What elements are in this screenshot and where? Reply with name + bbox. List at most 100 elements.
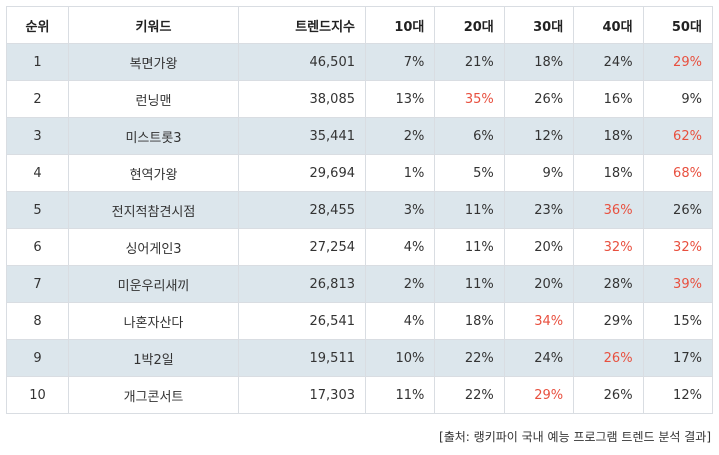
table-row: 6 싱어게인3 27,254 4% 11% 20% 32% 32%: [6, 228, 713, 266]
header-20s: 20대: [434, 6, 505, 44]
cell-40s: 26%: [573, 339, 644, 377]
cell-trend-index: 26,541: [238, 302, 366, 340]
cell-keyword: 미운우리새끼: [68, 265, 239, 303]
cell-30s: 12%: [503, 117, 575, 155]
table-row: 7 미운우리새끼 26,813 2% 11% 20% 28% 39%: [6, 265, 713, 303]
cell-30s: 20%: [503, 265, 575, 303]
cell-rank: 8: [6, 302, 69, 340]
cell-rank: 6: [6, 228, 69, 266]
table-row: 1 복면가왕 46,501 7% 21% 18% 24% 29%: [6, 43, 713, 81]
cell-rank: 10: [6, 376, 69, 414]
cell-50s: 68%: [642, 154, 713, 192]
cell-10s: 4%: [364, 302, 436, 340]
cell-40s: 28%: [573, 265, 644, 303]
cell-keyword: 전지적참견시점: [68, 191, 239, 229]
cell-40s: 32%: [573, 228, 644, 266]
header-keyword: 키워드: [68, 6, 239, 44]
cell-20s: 22%: [434, 376, 505, 414]
cell-10s: 2%: [364, 265, 436, 303]
cell-30s: 20%: [503, 228, 575, 266]
cell-50s: 62%: [642, 117, 713, 155]
table-row: 4 현역가왕 29,694 1% 5% 9% 18% 68%: [6, 154, 713, 192]
cell-keyword: 현역가왕: [68, 154, 239, 192]
cell-rank: 2: [6, 80, 69, 118]
table-row: 5 전지적참견시점 28,455 3% 11% 23% 36% 26%: [6, 191, 713, 229]
cell-10s: 11%: [364, 376, 436, 414]
cell-rank: 3: [6, 117, 69, 155]
cell-10s: 10%: [364, 339, 436, 377]
cell-10s: 4%: [364, 228, 436, 266]
cell-trend-index: 29,694: [238, 154, 366, 192]
cell-30s: 34%: [503, 302, 575, 340]
cell-20s: 18%: [434, 302, 505, 340]
cell-keyword: 싱어게인3: [68, 228, 239, 266]
header-rank: 순위: [6, 6, 69, 44]
cell-50s: 9%: [642, 80, 713, 118]
cell-50s: 17%: [642, 339, 713, 377]
cell-10s: 1%: [364, 154, 436, 192]
cell-trend-index: 46,501: [238, 43, 366, 81]
header-10s: 10대: [364, 6, 436, 44]
header-40s: 40대: [573, 6, 644, 44]
cell-trend-index: 26,813: [238, 265, 366, 303]
cell-10s: 13%: [364, 80, 436, 118]
cell-20s: 35%: [434, 80, 505, 118]
table-header-row: 순위 키워드 트렌드지수 10대 20대 30대 40대 50대: [6, 6, 713, 44]
cell-10s: 7%: [364, 43, 436, 81]
table-row: 2 런닝맨 38,085 13% 35% 26% 16% 9%: [6, 80, 713, 118]
cell-10s: 3%: [364, 191, 436, 229]
trend-table: 순위 키워드 트렌드지수 10대 20대 30대 40대 50대 1 복면가왕 46…: [6, 6, 713, 414]
cell-trend-index: 38,085: [238, 80, 366, 118]
cell-20s: 21%: [434, 43, 505, 81]
cell-30s: 26%: [503, 80, 575, 118]
cell-trend-index: 17,303: [238, 376, 366, 414]
cell-40s: 18%: [573, 154, 644, 192]
cell-rank: 9: [6, 339, 69, 377]
cell-30s: 29%: [503, 376, 575, 414]
cell-30s: 18%: [503, 43, 575, 81]
cell-30s: 9%: [503, 154, 575, 192]
cell-keyword: 나혼자산다: [68, 302, 239, 340]
cell-trend-index: 27,254: [238, 228, 366, 266]
cell-keyword: 복면가왕: [68, 43, 239, 81]
cell-20s: 11%: [434, 228, 505, 266]
cell-trend-index: 28,455: [238, 191, 366, 229]
cell-rank: 4: [6, 154, 69, 192]
cell-50s: 12%: [642, 376, 713, 414]
cell-10s: 2%: [364, 117, 436, 155]
cell-50s: 32%: [642, 228, 713, 266]
table-row: 3 미스트롯3 35,441 2% 6% 12% 18% 62%: [6, 117, 713, 155]
cell-50s: 15%: [642, 302, 713, 340]
cell-50s: 26%: [642, 191, 713, 229]
table-row: 8 나혼자산다 26,541 4% 18% 34% 29% 15%: [6, 302, 713, 340]
cell-20s: 6%: [434, 117, 505, 155]
header-trend-index: 트렌드지수: [238, 6, 366, 44]
cell-rank: 5: [6, 191, 69, 229]
cell-keyword: 런닝맨: [68, 80, 239, 118]
header-50s: 50대: [642, 6, 713, 44]
source-caption: [출처: 랭키파이 국내 예능 프로그램 트렌드 분석 결과]: [439, 430, 711, 444]
cell-rank: 1: [6, 43, 69, 81]
cell-keyword: 개그콘서트: [68, 376, 239, 414]
cell-40s: 29%: [573, 302, 644, 340]
cell-40s: 24%: [573, 43, 644, 81]
cell-40s: 18%: [573, 117, 644, 155]
cell-50s: 29%: [642, 43, 713, 81]
cell-20s: 5%: [434, 154, 505, 192]
cell-40s: 26%: [573, 376, 644, 414]
cell-trend-index: 35,441: [238, 117, 366, 155]
cell-20s: 22%: [434, 339, 505, 377]
cell-40s: 36%: [573, 191, 644, 229]
table-row: 9 1박2일 19,511 10% 22% 24% 26% 17%: [6, 339, 713, 377]
cell-30s: 24%: [503, 339, 575, 377]
cell-keyword: 1박2일: [68, 339, 239, 377]
cell-keyword: 미스트롯3: [68, 117, 239, 155]
cell-30s: 23%: [503, 191, 575, 229]
cell-20s: 11%: [434, 191, 505, 229]
table-row: 10 개그콘서트 17,303 11% 22% 29% 26% 12%: [6, 376, 713, 414]
cell-20s: 11%: [434, 265, 505, 303]
cell-40s: 16%: [573, 80, 644, 118]
cell-trend-index: 19,511: [238, 339, 366, 377]
header-30s: 30대: [503, 6, 575, 44]
cell-50s: 39%: [642, 265, 713, 303]
